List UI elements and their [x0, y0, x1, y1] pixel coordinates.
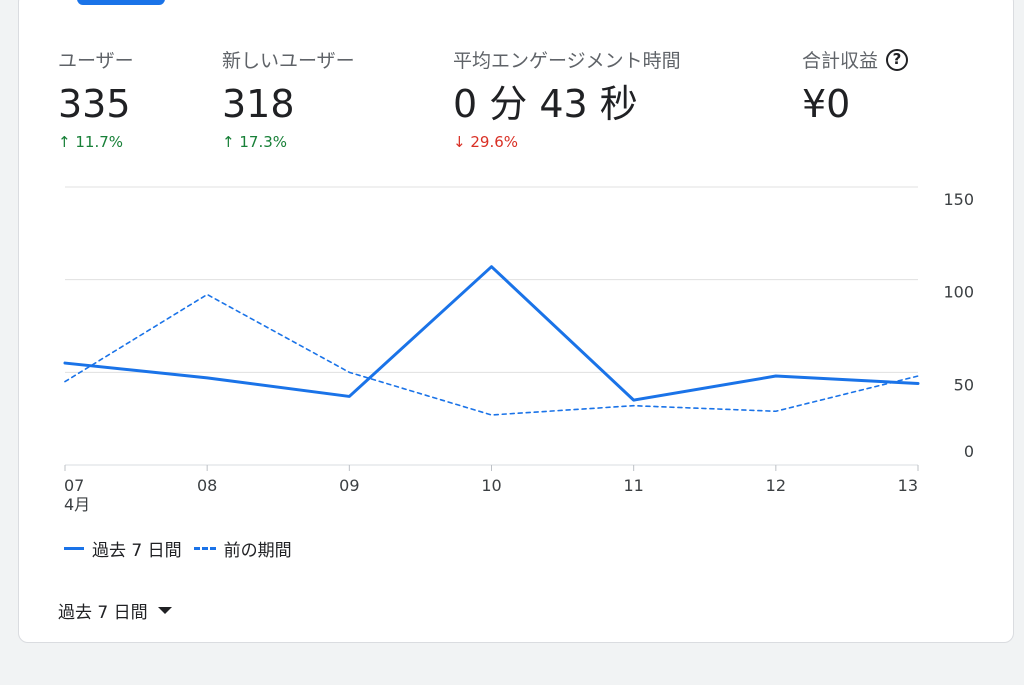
metric-total-revenue[interactable]: 合計収益 ? ¥0: [802, 46, 909, 127]
metric-avg-engagement-time[interactable]: 平均エンゲージメント時間 0 分 43 秒 ↓ 29.6%: [453, 46, 681, 151]
metric-change: ↑ 17.3%: [222, 133, 288, 151]
dashed-line-swatch-icon: [193, 547, 216, 550]
period-dropdown[interactable]: 過去 7 日間: [58, 598, 172, 623]
metric-users[interactable]: ユーザー 335 ↑ 11.7%: [58, 46, 134, 151]
x-tick-label: 11: [623, 476, 643, 495]
x-tick-label: 10: [481, 476, 501, 495]
arrow-up-icon: ↑: [222, 133, 235, 151]
series-line-current: [63, 265, 920, 402]
x-tick-label: 07: [64, 476, 84, 495]
legend-label: 前の期間: [223, 541, 292, 561]
legend-label: 過去 7 日間: [92, 541, 182, 561]
metric-change: ↑ 11.7%: [58, 133, 124, 151]
metric-change: ↓ 29.6%: [453, 133, 519, 151]
metric-value: ¥0: [802, 82, 851, 126]
x-tick-label: 13: [898, 476, 918, 495]
legend-item-previous[interactable]: 前の期間: [193, 536, 292, 561]
period-dropdown-label: 過去 7 日間: [58, 603, 148, 623]
help-circle-icon[interactable]: ?: [886, 48, 909, 71]
chart-legend: 過去 7 日間 前の期間: [64, 536, 304, 561]
solid-line-swatch-icon: [64, 547, 84, 550]
x-tick-label: 08: [197, 476, 217, 495]
metric-label: 合計収益 ?: [802, 46, 909, 73]
y-tick-label: 0: [964, 442, 974, 461]
metric-label: 新しいユーザー: [222, 50, 355, 72]
active-metric-indicator: [77, 0, 165, 5]
metric-new-users[interactable]: 新しいユーザー 318 ↑ 17.3%: [222, 46, 355, 151]
series-line-previous: [64, 293, 919, 416]
metric-label: ユーザー: [58, 50, 134, 72]
y-tick-label: 150: [943, 190, 974, 209]
legend-item-current[interactable]: 過去 7 日間: [64, 536, 182, 561]
x-sublabel: 4月: [64, 495, 90, 514]
y-tick-label: 100: [943, 283, 974, 302]
x-tick-label: 09: [339, 476, 359, 495]
metric-value: 318: [222, 82, 295, 126]
y-tick-label: 50: [954, 375, 974, 394]
analytics-card: [18, 0, 1014, 643]
metric-label: 平均エンゲージメント時間: [453, 50, 681, 72]
caret-down-icon: [157, 607, 172, 614]
arrow-down-icon: ↓: [453, 133, 466, 151]
arrow-up-icon: ↑: [58, 133, 71, 151]
x-tick-label: 12: [766, 476, 786, 495]
metric-value: 335: [58, 82, 131, 126]
metric-value: 0 分 43 秒: [453, 82, 638, 126]
